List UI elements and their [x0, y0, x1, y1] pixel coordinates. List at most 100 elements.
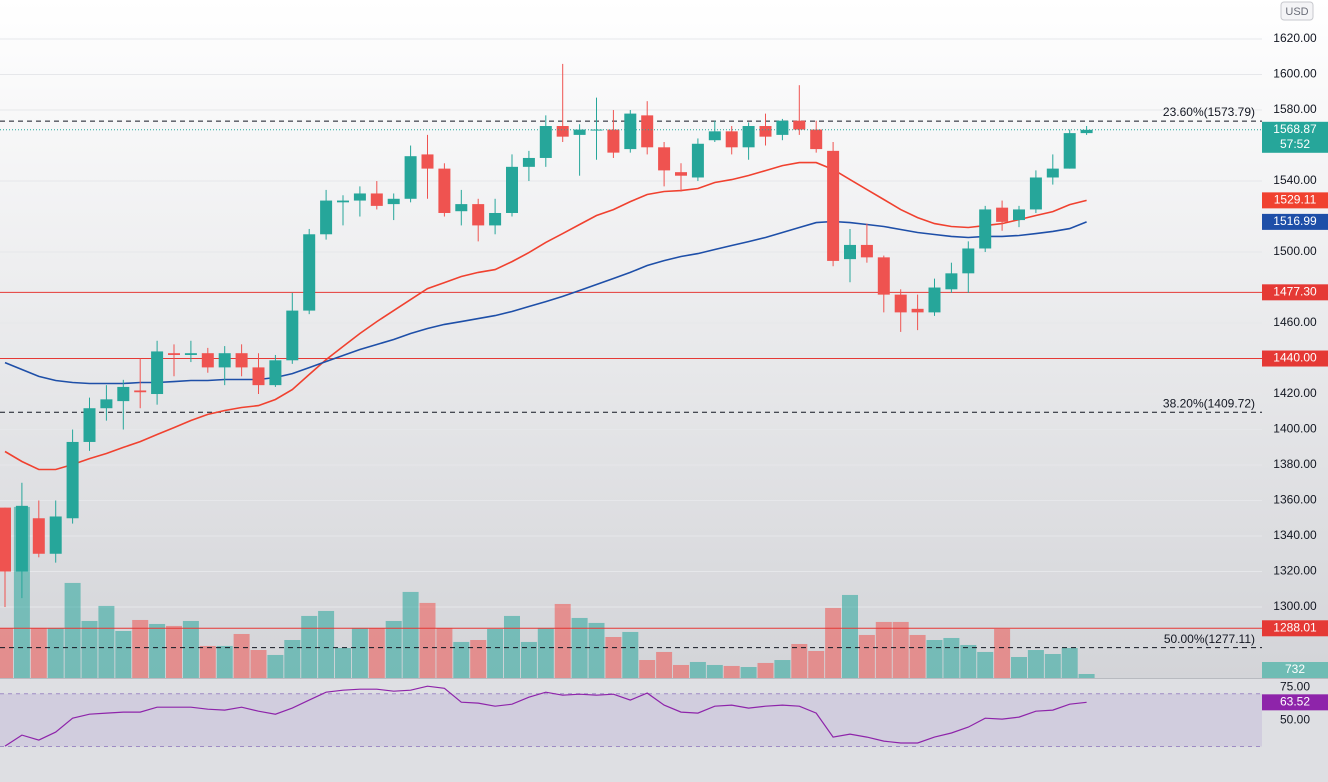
- volume-bar: [554, 603, 571, 678]
- volume-bar: [977, 651, 994, 678]
- volume-bar: [301, 615, 318, 678]
- candle-body: [776, 120, 789, 135]
- candle-body: [1046, 168, 1059, 178]
- volume-bar: [504, 615, 520, 678]
- candle-body: [49, 516, 62, 554]
- candle-body: [1013, 209, 1025, 221]
- volume-bar: [250, 650, 267, 678]
- volume-bar: [335, 647, 351, 678]
- rsi-badge-box: [1262, 694, 1328, 711]
- volume-bar: [318, 610, 335, 678]
- candle-body: [235, 353, 248, 368]
- volume-bar: [132, 619, 149, 678]
- rsi-tick-label: 75.00: [1280, 679, 1310, 693]
- volume-bar: [639, 660, 656, 678]
- last-price-badge: 1568.87: [1273, 122, 1317, 136]
- candle-body: [658, 147, 671, 171]
- volume-bar: [774, 660, 791, 678]
- candle-body: [320, 200, 333, 235]
- rsi-band: [0, 693, 1262, 747]
- candle-body: [455, 204, 468, 212]
- volume-bar: [470, 639, 487, 678]
- volume-bar: [47, 627, 64, 678]
- volume-bar: [909, 634, 926, 678]
- volume-bar: [520, 641, 537, 678]
- level-badge: 1477.30: [1273, 284, 1317, 298]
- volume-bar: [858, 634, 875, 678]
- candle-body: [1063, 133, 1076, 169]
- candle-body: [573, 129, 586, 135]
- volume-bar: [30, 627, 47, 678]
- candle-body: [438, 168, 451, 213]
- y-tick-label: 1320.00: [1273, 564, 1317, 578]
- ma-badge: 1529.11: [1274, 193, 1317, 207]
- rsi-pane: [0, 678, 1328, 782]
- volume-bar: [267, 654, 284, 678]
- volume-bar: [216, 645, 233, 678]
- level-badge: 1288.01: [1273, 620, 1317, 634]
- y-tick-label: 1500.00: [1273, 244, 1317, 258]
- candle-body: [860, 244, 873, 258]
- candle-body: [201, 353, 214, 368]
- candle-body: [286, 310, 299, 361]
- candle-body: [607, 129, 620, 153]
- candle-body: [489, 212, 502, 226]
- volume-bar: [233, 633, 250, 678]
- volume-bar: [622, 631, 639, 678]
- y-tick-label: 1620.00: [1273, 31, 1317, 45]
- volume-bar: [926, 639, 943, 678]
- fib-label: 38.20%(1409.72): [1163, 396, 1255, 410]
- volume-bar: [351, 627, 368, 678]
- volume-badge: 732: [1285, 662, 1305, 676]
- candle-body: [945, 273, 958, 290]
- candle-body: [911, 308, 924, 313]
- ma-badge: 1516.99: [1273, 214, 1317, 228]
- volume-bar: [808, 650, 825, 678]
- volume-bar: [1011, 657, 1027, 678]
- volume-bar: [1044, 653, 1061, 678]
- volume-bar: [1027, 650, 1044, 678]
- volume-bar: [689, 661, 706, 678]
- y-tick-label: 1380.00: [1273, 457, 1317, 471]
- volume-bar: [419, 602, 436, 678]
- candle-body: [404, 156, 417, 199]
- volume-bar: [115, 630, 132, 678]
- moving-average: [4, 161, 1087, 471]
- volume-bar: [182, 620, 199, 678]
- candle-body: [387, 198, 400, 205]
- volume-bar: [537, 627, 554, 678]
- y-tick-label: 1300.00: [1273, 599, 1317, 613]
- y-tick-label: 1540.00: [1273, 173, 1317, 187]
- volume-bar: [892, 621, 909, 678]
- candle-body: [624, 113, 637, 150]
- y-tick-label: 1360.00: [1273, 493, 1317, 507]
- y-tick-label: 1420.00: [1273, 386, 1317, 400]
- fib-label: 50.00%(1277.11): [1164, 632, 1255, 646]
- fib-label: 23.60%(1573.79): [1163, 105, 1255, 119]
- candle-body: [742, 126, 755, 148]
- currency-box[interactable]: [1280, 1, 1314, 21]
- volume-bar: [1078, 673, 1095, 678]
- candle-body: [184, 353, 197, 355]
- level-badge-box: [1262, 284, 1328, 301]
- candle-body: [472, 204, 485, 226]
- currency: USD: [1285, 6, 1308, 18]
- candle-body: [269, 360, 282, 386]
- volume-bar: [825, 607, 842, 678]
- countdown: 57:52: [1280, 137, 1310, 151]
- level-badge: 1440.00: [1273, 351, 1317, 365]
- rsi-badge: 63.52: [1280, 695, 1310, 709]
- candle-body: [556, 126, 569, 137]
- volume-bar: [166, 625, 182, 678]
- candle-body: [675, 172, 687, 176]
- candle-body: [844, 244, 856, 260]
- volume-bar: [791, 643, 808, 678]
- candle-body: [1029, 177, 1042, 210]
- candle-body: [15, 505, 28, 572]
- y-tick-label: 1400.00: [1273, 422, 1317, 436]
- volume-bar: [64, 582, 81, 678]
- volume-bar: [199, 645, 216, 678]
- volume-bar: [842, 594, 858, 678]
- candle-body: [759, 126, 772, 137]
